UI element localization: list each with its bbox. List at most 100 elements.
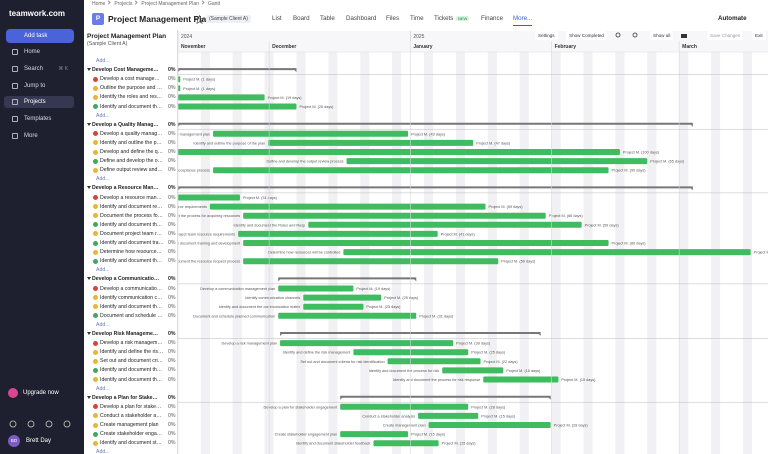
task-name[interactable]: Set out and document criteria for risk i…: [100, 358, 164, 365]
task-name[interactable]: Develop a risk management plan: [100, 340, 164, 347]
tab[interactable]: Table: [320, 15, 335, 22]
task-bar[interactable]: [303, 294, 382, 301]
add-task-link[interactable]: Add...: [96, 58, 110, 64]
task-name[interactable]: Develop a cost management plan: [100, 76, 164, 83]
task-bar[interactable]: [178, 149, 620, 155]
breadcrumb-item[interactable]: Gantt: [207, 1, 221, 7]
task-bar[interactable]: [483, 376, 559, 383]
zoom-icons[interactable]: [615, 32, 645, 39]
task-name[interactable]: Identify and outline the purpose of the …: [100, 139, 164, 146]
task-name[interactable]: Document and schedule planned communicat…: [100, 312, 164, 319]
task-bar[interactable]: [178, 103, 297, 110]
nav-item[interactable]: Projects: [4, 96, 74, 109]
task-bar[interactable]: [428, 422, 551, 428]
upgrade-link[interactable]: Upgrade now: [23, 390, 59, 396]
nav-item[interactable]: Home: [4, 46, 74, 58]
task-bar[interactable]: [343, 249, 751, 256]
task-name[interactable]: Identify and document resource requireme…: [100, 203, 164, 210]
tab[interactable]: Time: [410, 15, 424, 22]
task-bar[interactable]: [340, 431, 409, 438]
add-task-button[interactable]: Add task: [6, 29, 74, 43]
task-name[interactable]: Identify and document the resource reque…: [100, 258, 164, 265]
task-name[interactable]: Develop a communication management plan: [100, 285, 164, 292]
task-name[interactable]: Develop and define the quality standards: [100, 149, 164, 155]
nav-item[interactable]: Search ⌘ K: [4, 63, 74, 75]
task-bar[interactable]: [213, 130, 409, 137]
task-bar[interactable]: [346, 158, 648, 165]
task-bar[interactable]: [243, 240, 609, 246]
group-name[interactable]: Develop a Quality Management Plan: [92, 121, 160, 128]
tab[interactable]: Tickets: [434, 15, 454, 22]
group-name[interactable]: Develop a Communication Management Plan: [92, 276, 160, 283]
task-name[interactable]: Create stakeholder engagement plan: [100, 431, 164, 438]
exit-button[interactable]: Exit: [752, 31, 766, 40]
tab[interactable]: Board: [293, 15, 310, 22]
add-task-link[interactable]: Add...: [96, 385, 110, 392]
task-name[interactable]: Identify and document the cost baseline: [100, 103, 164, 110]
breadcrumb-item[interactable]: Projects: [114, 1, 133, 7]
task-name[interactable]: Identify communication channels: [100, 294, 164, 301]
task-name[interactable]: Identify the roles and responsibilities: [100, 94, 164, 101]
task-bar[interactable]: [238, 230, 438, 237]
task-name[interactable]: Outline the purpose and scope: [100, 85, 164, 92]
tab[interactable]: Files: [386, 15, 400, 22]
group-name[interactable]: Develop Risk Management Plan: [92, 331, 160, 337]
task-name[interactable]: Develop a quality management plan: [100, 130, 164, 137]
task-name[interactable]: Conduct a stakeholder analysis: [100, 412, 164, 419]
task-bar[interactable]: [178, 94, 265, 101]
tab[interactable]: Dashboard: [346, 15, 377, 22]
task-bar[interactable]: [243, 212, 546, 219]
print-icon[interactable]: [680, 32, 688, 39]
add-task-link[interactable]: Add...: [96, 176, 110, 183]
nav-item[interactable]: More: [4, 130, 74, 142]
task-bar[interactable]: [178, 76, 181, 83]
add-task-link[interactable]: Add...: [96, 267, 110, 274]
task-bar[interactable]: [268, 139, 474, 146]
breadcrumb-item[interactable]: Home: [92, 1, 106, 7]
save-changes-button[interactable]: Save Changes: [707, 31, 744, 40]
task-bar[interactable]: [178, 194, 240, 201]
task-name[interactable]: Identify and document the process for ri…: [100, 376, 164, 383]
task-name[interactable]: Define output review and acceptance proc…: [100, 167, 164, 174]
task-bar[interactable]: [280, 340, 454, 347]
task-name[interactable]: Create management plan: [100, 422, 159, 428]
task-bar[interactable]: [278, 312, 417, 319]
add-task-link[interactable]: Add...: [96, 321, 110, 328]
client-tag[interactable]: (Sample Client A): [206, 15, 251, 23]
add-task-link[interactable]: Add...: [96, 112, 110, 119]
star-icon[interactable]: [195, 15, 204, 24]
task-bar[interactable]: [213, 167, 609, 174]
show-completed-button[interactable]: Show Completed: [566, 31, 607, 40]
tab[interactable]: Finance: [481, 15, 504, 22]
task-bar[interactable]: [243, 258, 499, 265]
task-bar[interactable]: [353, 349, 469, 356]
task-bar[interactable]: [340, 403, 469, 410]
task-name[interactable]: Develop a plan for stakeholder engagemen…: [100, 403, 164, 410]
task-name[interactable]: Document project team resource requireme…: [100, 230, 164, 237]
task-name[interactable]: Identify and document training and devel…: [100, 240, 164, 246]
breadcrumb-item[interactable]: Project Management Plan: [141, 1, 199, 7]
settings-button[interactable]: Settings: [535, 31, 558, 40]
task-bar[interactable]: [442, 367, 504, 374]
tab[interactable]: List: [272, 15, 282, 22]
task-name[interactable]: Identify and document the communication …: [100, 303, 164, 310]
task-bar[interactable]: [373, 440, 439, 447]
task-bar[interactable]: [303, 303, 364, 310]
nav-item[interactable]: Templates: [4, 113, 74, 125]
nav-item[interactable]: Jump to: [4, 80, 74, 92]
group-name[interactable]: Develop a Plan for Stakeholder Managemen…: [92, 394, 160, 401]
group-name[interactable]: Develop a Resource Management Plan: [92, 185, 160, 192]
automate-button[interactable]: Automate: [718, 15, 747, 22]
show-all-button[interactable]: Show all: [650, 31, 674, 40]
add-task-link[interactable]: Add...: [96, 449, 110, 454]
task-bar[interactable]: [308, 221, 582, 228]
group-name[interactable]: Develop Cost Management Plan: [92, 67, 160, 74]
task-bar[interactable]: [278, 285, 354, 292]
task-bar[interactable]: [418, 412, 479, 419]
task-bar[interactable]: [209, 203, 486, 210]
task-name[interactable]: Identify and document the Roles and Resp: [100, 221, 164, 228]
task-bar[interactable]: [387, 358, 481, 365]
task-name[interactable]: Define and develop the output review pro…: [100, 158, 164, 165]
task-bar[interactable]: [178, 85, 181, 92]
task-name[interactable]: Identify and document stakeholder feedba…: [100, 440, 164, 447]
